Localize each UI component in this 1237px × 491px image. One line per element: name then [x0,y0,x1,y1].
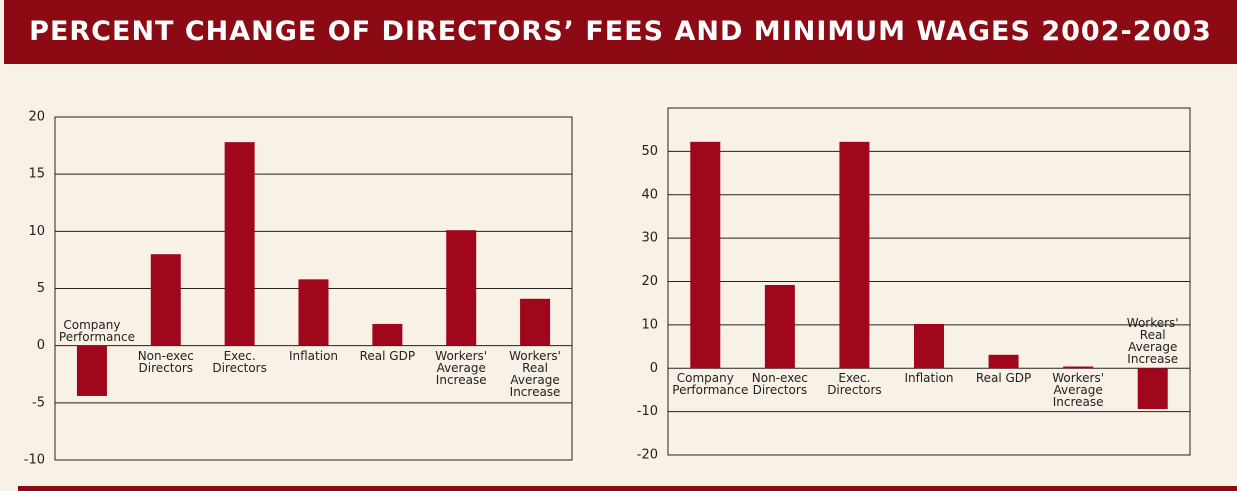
bar [76,345,107,396]
y-tick-label: 0 [37,338,45,353]
bar [988,354,1019,369]
x-tick-label: Workers' Real Average Increase [1126,316,1179,367]
bar [1063,366,1094,369]
x-tick-label: Exec. Directors [827,371,882,398]
x-tick-label: Real GDP [975,371,1032,386]
y-tick-label: 50 [641,144,658,159]
x-tick-label: Real GDP [359,348,416,363]
x-tick-label: Inflation [288,348,339,363]
y-tick-label: 10 [28,224,45,239]
bar [764,284,795,369]
x-tick-label: Company Performance [58,317,135,344]
x-tick-label: Non-exec Directors [751,371,808,398]
y-tick-label: -10 [24,453,45,468]
bar [150,254,181,346]
bar [446,230,477,346]
footer-band [18,486,1237,491]
y-tick-label: 40 [641,187,658,202]
y-tick-label: 30 [641,231,658,246]
y-tick-label: 0 [650,361,658,376]
y-tick-label: -20 [637,448,658,463]
header-band: PERCENT CHANGE OF DIRECTORS’ FEES AND MI… [4,0,1237,64]
bar [1137,368,1168,410]
bar [914,324,944,369]
y-tick-label: -10 [637,404,658,419]
y-tick-label: 20 [641,274,658,289]
y-tick-label: 5 [37,281,45,296]
y-tick-label: 15 [28,167,45,182]
x-tick-label: Workers' Average Increase [1052,371,1105,410]
y-tick-label: 20 [28,110,45,125]
x-tick-label: Non-exec Directors [137,348,194,375]
bar [372,323,403,346]
page-title: PERCENT CHANGE OF DIRECTORS’ FEES AND MI… [29,16,1212,47]
x-tick-label: Workers' Average Increase [435,348,488,387]
x-tick-label: Inflation [904,371,954,386]
bar [298,279,329,346]
x-tick-label: Exec. Directors [212,348,267,375]
y-tick-label: 10 [641,317,658,332]
x-tick-label: Workers' Real Average Increase [509,348,561,399]
bar [224,142,255,346]
x-tick-label: Company Performance [672,371,749,398]
bar [839,141,870,369]
y-tick-label: -5 [32,395,45,410]
bar [520,298,551,346]
bar [690,141,721,369]
